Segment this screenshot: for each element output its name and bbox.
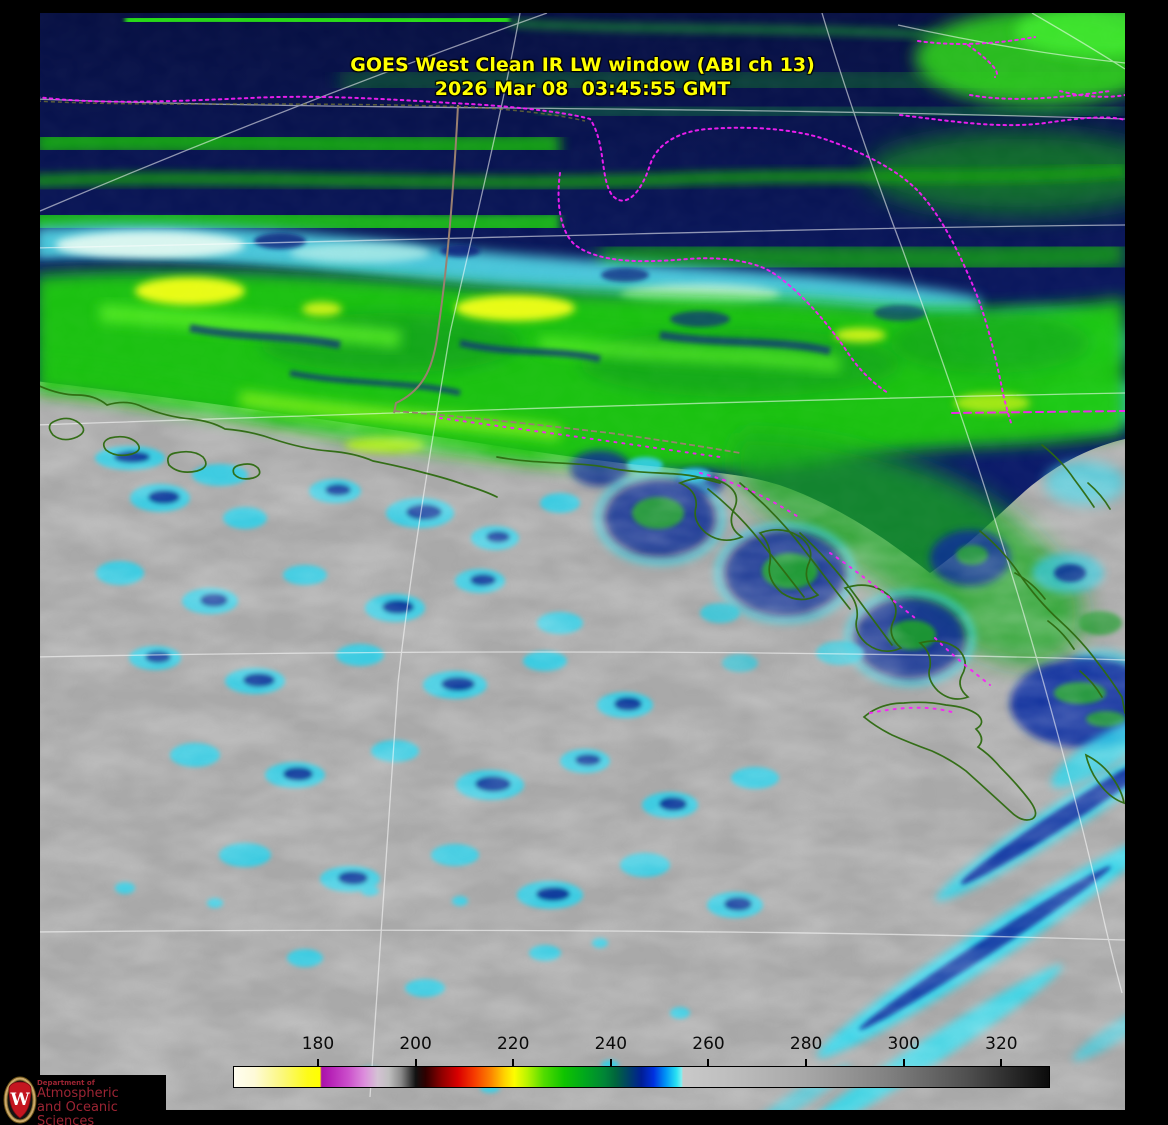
colorbar-tick-label: 180	[301, 1034, 335, 1054]
colorbar-tick-label: 320	[985, 1034, 1018, 1054]
colorbar-tick-mark	[414, 1059, 417, 1066]
logo-name-line-1: Atmospheric	[37, 1086, 119, 1101]
colorbar-tick-mark	[805, 1059, 808, 1066]
colorbar-tick-mark	[902, 1059, 905, 1066]
uw-crest-icon: W	[3, 1076, 37, 1124]
colorbar-tick-mark	[1000, 1059, 1003, 1066]
colorbar-tick-label: 200	[399, 1034, 432, 1054]
temperature-colorbar: 180 200 220 240 260 280 300 320	[233, 1034, 1050, 1088]
logo-text: Department of Atmospheric and Oceanic Sc…	[37, 1079, 166, 1125]
colorbar-tick-label: 220	[496, 1034, 530, 1054]
colorbar-tick-label: 240	[594, 1034, 628, 1054]
svg-text:W: W	[9, 1090, 30, 1110]
colorbar-gradient-bar	[233, 1066, 1050, 1088]
uw-aos-logo: W Department of Atmospheric and Oceanic …	[0, 1075, 166, 1125]
colorbar-tick-mark	[707, 1059, 710, 1066]
colorbar-tick-mark	[512, 1059, 515, 1066]
colorbar-tick-mark	[316, 1059, 319, 1066]
colorbar-tick-label: 260	[692, 1034, 725, 1054]
colorbar-tick-mark	[609, 1059, 612, 1066]
satellite-imagery: GOES West Clean IR LW window (ABI ch 13)…	[40, 13, 1125, 1110]
colorbar-tick-label: 300	[887, 1034, 920, 1054]
logo-name-line-2: and Oceanic Sciences	[37, 1100, 118, 1125]
colorbar-tick-label: 280	[789, 1034, 823, 1054]
satellite-cloud-art	[40, 13, 1125, 1110]
logo-dept-line: Department of	[37, 1079, 95, 1087]
